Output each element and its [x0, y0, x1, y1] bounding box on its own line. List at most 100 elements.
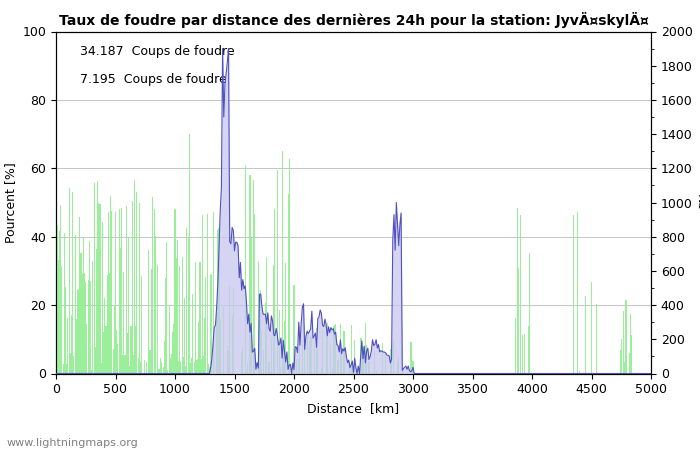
Bar [132, 201, 133, 374]
Bar [517, 208, 518, 374]
Bar [127, 333, 128, 374]
Bar [623, 311, 624, 374]
Bar [573, 215, 574, 374]
Text: 34.187  Coups de foudre: 34.187 Coups de foudre [80, 45, 234, 58]
Title: Taux de foudre par distance des dernières 24h pour la station: JyvÄ¤skylÄ¤: Taux de foudre par distance des dernière… [59, 12, 648, 27]
Bar [139, 203, 140, 374]
Bar [92, 261, 93, 374]
Bar [126, 206, 127, 374]
Bar [585, 296, 586, 374]
Bar [157, 265, 158, 374]
Bar [89, 241, 90, 374]
Bar [630, 314, 631, 374]
Bar [195, 261, 196, 374]
Bar [223, 307, 224, 374]
Bar [302, 341, 303, 373]
Bar [79, 217, 81, 374]
Bar [78, 290, 79, 374]
Bar [133, 356, 134, 373]
Bar [72, 192, 74, 374]
Bar [190, 363, 191, 374]
Bar [283, 350, 284, 374]
Bar [178, 361, 179, 374]
Bar [146, 362, 147, 373]
Y-axis label: Nb: Nb [694, 194, 700, 211]
Bar [631, 335, 633, 374]
Bar [77, 289, 78, 374]
Bar [276, 171, 278, 374]
Bar [304, 324, 305, 374]
Bar [167, 370, 169, 373]
Bar [262, 351, 264, 374]
Bar [186, 228, 188, 374]
Bar [104, 297, 105, 373]
Bar [620, 350, 621, 374]
Bar [162, 367, 164, 374]
Bar [524, 334, 526, 374]
Bar [265, 303, 266, 374]
Bar [337, 360, 339, 374]
Bar [340, 324, 341, 374]
Bar [177, 240, 178, 374]
Bar [321, 368, 322, 374]
Bar [115, 212, 116, 374]
Bar [316, 328, 317, 373]
Bar [193, 362, 195, 374]
Bar [245, 165, 246, 374]
Bar [382, 343, 383, 373]
X-axis label: Distance  [km]: Distance [km] [307, 402, 400, 415]
Bar [71, 315, 72, 373]
Bar [269, 362, 270, 374]
Bar [91, 370, 92, 373]
Bar [59, 231, 60, 374]
Bar [121, 207, 122, 374]
Bar [335, 324, 336, 374]
Bar [285, 263, 286, 374]
Bar [514, 318, 516, 374]
Bar [140, 362, 141, 373]
Bar [317, 349, 318, 374]
Bar [85, 282, 86, 374]
Bar [171, 355, 172, 374]
Bar [165, 279, 166, 374]
Bar [410, 342, 411, 374]
Bar [368, 361, 370, 374]
Bar [196, 360, 197, 373]
Bar [365, 323, 366, 373]
Bar [397, 362, 398, 374]
Bar [80, 252, 81, 374]
Bar [330, 345, 331, 373]
Bar [74, 235, 76, 374]
Bar [103, 332, 104, 373]
Bar [160, 358, 161, 373]
Bar [60, 205, 62, 374]
Bar [154, 209, 155, 374]
Bar [102, 222, 103, 374]
Bar [67, 318, 69, 374]
Bar [210, 274, 211, 373]
Bar [233, 288, 234, 374]
Y-axis label: Pourcent [%]: Pourcent [%] [4, 162, 17, 243]
Bar [217, 230, 218, 374]
Bar [208, 364, 209, 373]
Bar [64, 233, 65, 374]
Bar [326, 333, 327, 374]
Bar [109, 273, 110, 374]
Bar [94, 347, 96, 373]
Bar [86, 324, 88, 374]
Bar [97, 181, 98, 374]
Bar [148, 250, 149, 374]
Bar [296, 360, 297, 374]
Bar [259, 321, 260, 373]
Bar [327, 323, 328, 374]
Bar [376, 371, 377, 373]
Bar [334, 325, 335, 374]
Bar [197, 360, 198, 374]
Bar [596, 304, 597, 373]
Bar [118, 209, 120, 374]
Bar [218, 228, 220, 374]
Bar [391, 346, 392, 374]
Bar [227, 346, 228, 374]
Bar [150, 269, 152, 374]
Text: www.lightningmaps.org: www.lightningmaps.org [7, 438, 139, 448]
